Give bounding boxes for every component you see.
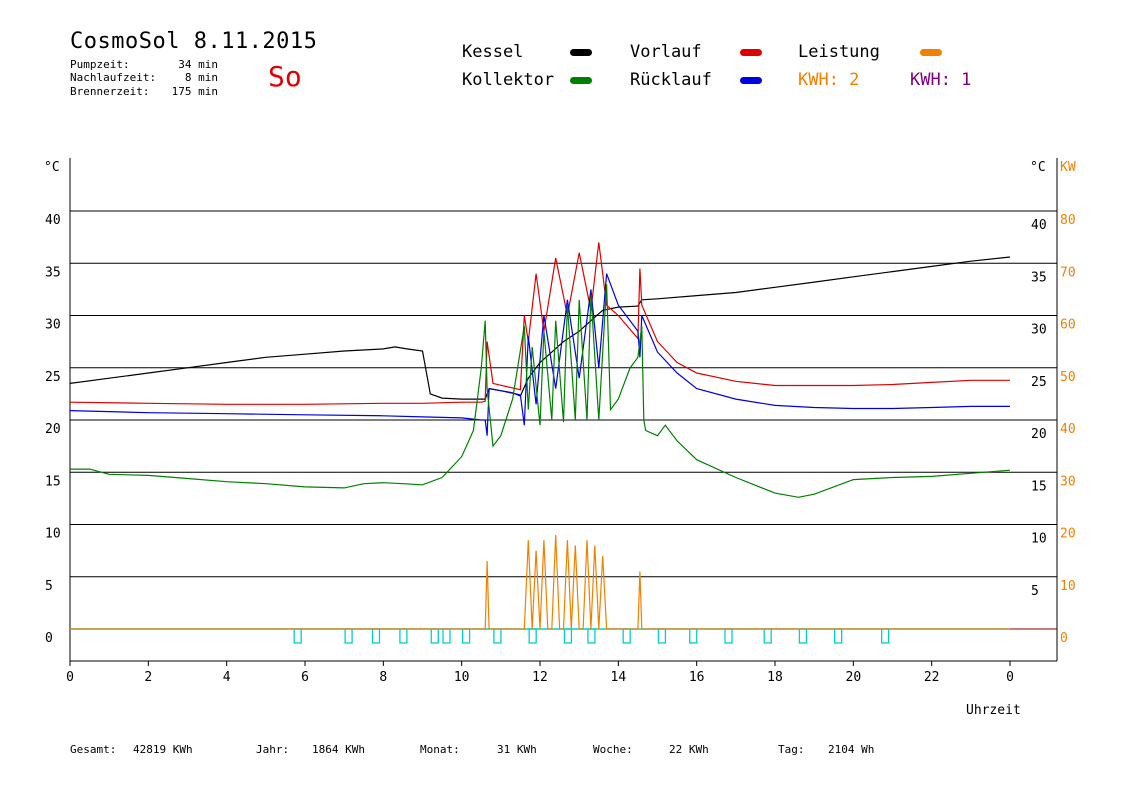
footer-woche-value: 22 KWh	[669, 743, 709, 756]
brenner-pulse-4	[430, 628, 439, 644]
legend-vorlauf-label: Vorlauf	[630, 42, 702, 62]
pumpzeit-value: 34 min	[178, 58, 218, 71]
brenner-pulse-1	[344, 628, 353, 644]
legend-kollektor-swatch	[570, 77, 592, 84]
legend-ruecklauf-label: Rücklauf	[630, 70, 712, 90]
x-tick-label-10: 20	[846, 670, 862, 685]
footer-woche-label: Woche:	[593, 743, 633, 756]
legend-kollektor-label: Kollektor	[462, 70, 555, 90]
x-tick-label-4: 8	[379, 670, 387, 685]
y-tick-right-c-5: 5	[1031, 584, 1039, 599]
x-axis-label: Uhrzeit	[966, 703, 1021, 718]
pumpzeit-label: Pumpzeit:	[70, 58, 130, 71]
brenner-pulse-0	[293, 628, 302, 644]
brenner-pulse-10	[587, 628, 596, 644]
x-tick-label-12: 0	[1006, 670, 1014, 685]
brenner-pulse-12	[657, 628, 667, 644]
brenner-pulse-14	[724, 628, 733, 644]
brenner-pulse-6	[461, 628, 471, 644]
brennerzeit-value: 175 min	[171, 85, 218, 98]
nachlaufzeit-label: Nachlaufzeit:	[70, 71, 157, 84]
brenner-pulse-3	[399, 628, 408, 644]
footer-gesamt-value: 42819 KWh	[133, 743, 193, 756]
y-tick-right-kw-80: 80	[1060, 213, 1076, 228]
weekday-label: So	[268, 60, 302, 93]
y-tick-right-kw-40: 40	[1060, 422, 1076, 437]
y-tick-right-c-10: 10	[1031, 532, 1047, 547]
y-tick-right-kw-60: 60	[1060, 318, 1076, 333]
brenner-pulse-16	[798, 628, 808, 644]
series-line-leistung	[70, 534, 1010, 630]
brenner-pulse-8	[528, 628, 537, 644]
y-tick-left-30: 30	[45, 318, 61, 333]
y-tick-left-0: 0	[45, 631, 53, 646]
series-line-kollektor	[70, 284, 1011, 498]
y-tick-left-10: 10	[45, 527, 61, 542]
x-tick-label-2: 4	[223, 670, 231, 685]
right-axis-unit-c: °C	[1030, 160, 1046, 175]
x-tick-label-7: 14	[611, 670, 627, 685]
x-tick-label-8: 16	[689, 670, 705, 685]
legend-kessel-label: Kessel	[462, 42, 524, 62]
y-tick-right-kw-70: 70	[1060, 265, 1076, 280]
footer-jahr-value: 1864 KWh	[312, 743, 365, 756]
brenner-pulse-13	[689, 628, 698, 644]
y-tick-right-c-15: 15	[1031, 479, 1047, 494]
y-tick-right-c-30: 30	[1031, 323, 1047, 338]
brenner-pulse-15	[763, 628, 772, 644]
y-tick-right-kw-30: 30	[1060, 474, 1076, 489]
y-tick-right-c-35: 35	[1031, 270, 1047, 285]
series-line-rücklauf	[69, 273, 1010, 436]
brenner-pulse-7	[493, 628, 502, 644]
x-tick-label-0: 0	[66, 670, 74, 685]
y-tick-right-kw-50: 50	[1060, 370, 1076, 385]
footer-jahr-label: Jahr:	[256, 743, 290, 756]
footer-tag-label: Tag:	[778, 743, 805, 756]
legend-vorlauf-swatch	[740, 49, 762, 56]
x-tick-label-11: 22	[924, 670, 940, 685]
y-tick-right-kw-10: 10	[1060, 579, 1076, 594]
y-tick-left-20: 20	[45, 422, 61, 437]
legend-kwh2-label: KWH: 2	[798, 70, 860, 90]
legend-ruecklauf-swatch	[740, 77, 762, 84]
brenner-pulse-18	[881, 628, 890, 644]
footer-gesamt-label: Gesamt:	[70, 743, 117, 756]
left-axis-unit: °C	[44, 160, 60, 175]
y-tick-right-c-20: 20	[1031, 427, 1047, 442]
x-tick-label-5: 10	[454, 670, 470, 685]
series-line-vorlauf	[69, 242, 1010, 405]
y-tick-right-c-25: 25	[1031, 375, 1047, 390]
chart-title: CosmoSol 8.11.2015	[70, 29, 318, 54]
y-tick-left-35: 35	[45, 265, 61, 280]
x-tick-label-1: 2	[144, 670, 152, 685]
nachlaufzeit-value: 8 min	[184, 71, 218, 84]
y-tick-left-25: 25	[45, 370, 61, 385]
brenner-pulse-17	[834, 628, 843, 644]
brenner-pulse-2	[371, 628, 381, 644]
brennerzeit-label: Brennerzeit:	[70, 85, 150, 98]
legend-kessel-swatch	[570, 49, 592, 56]
footer-monat-label: Monat:	[420, 743, 460, 756]
x-tick-label-3: 6	[301, 670, 309, 685]
y-tick-left-5: 5	[45, 579, 53, 594]
brenner-pulse-11	[622, 628, 631, 644]
legend-kwh1-label: KWH: 1	[910, 70, 972, 90]
y-tick-right-kw-0: 0	[1060, 631, 1068, 646]
y-tick-right-kw-20: 20	[1060, 527, 1076, 542]
legend-leistung-label: Leistung	[798, 42, 880, 62]
y-tick-left-40: 40	[45, 213, 61, 228]
y-tick-right-c-40: 40	[1031, 218, 1047, 233]
x-tick-label-9: 18	[767, 670, 783, 685]
footer-monat-value: 31 KWh	[497, 743, 537, 756]
right-axis-unit-kw: KW	[1060, 160, 1076, 175]
brenner-pulse-5	[442, 628, 451, 644]
series-line-kessel	[69, 256, 1011, 400]
x-tick-label-6: 12	[532, 670, 548, 685]
brenner-pulse-9	[563, 628, 573, 644]
y-tick-left-15: 15	[45, 474, 61, 489]
footer-tag-value: 2104 Wh	[828, 743, 875, 756]
legend-leistung-swatch	[920, 49, 942, 56]
